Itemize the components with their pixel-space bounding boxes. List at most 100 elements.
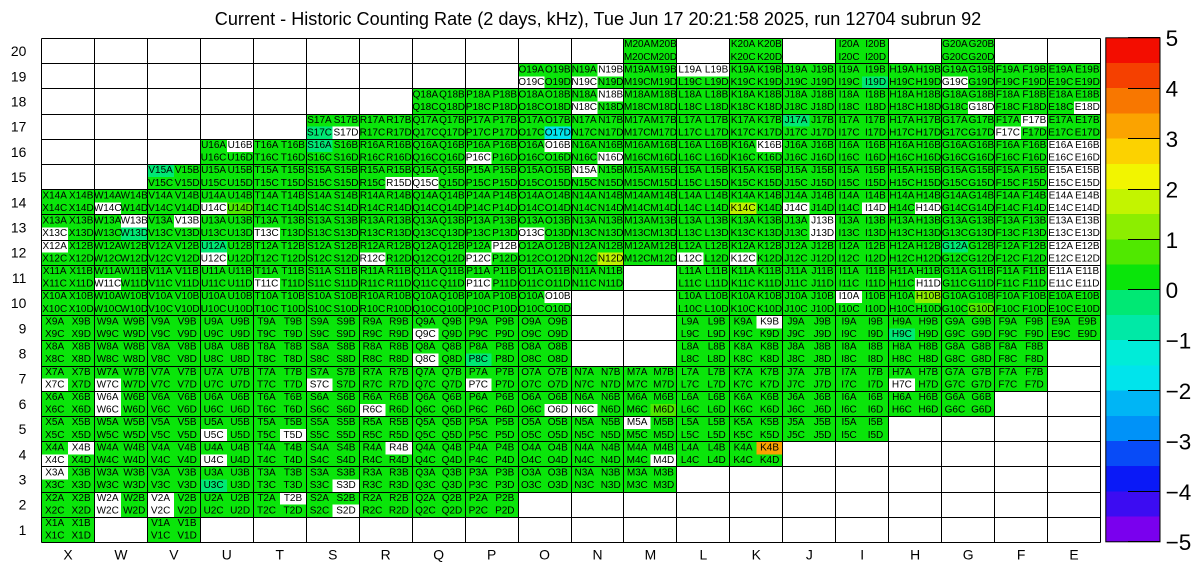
- svg-text:R15C: R15C: [360, 178, 386, 189]
- svg-text:E16C: E16C: [1048, 153, 1073, 164]
- svg-text:X8C: X8C: [45, 354, 64, 365]
- svg-text:G20A: G20A: [942, 39, 968, 50]
- svg-text:H6A: H6A: [892, 392, 912, 403]
- svg-text:P5B: P5B: [495, 417, 514, 428]
- svg-text:I16C: I16C: [838, 153, 859, 164]
- svg-text:F14B: F14B: [1022, 190, 1046, 201]
- svg-text:V3C: V3C: [151, 480, 170, 491]
- svg-text:H7B: H7B: [919, 367, 939, 378]
- svg-text:O17C: O17C: [518, 127, 544, 138]
- svg-text:M16D: M16D: [650, 153, 677, 164]
- svg-text:L7D: L7D: [707, 379, 725, 390]
- svg-text:J15D: J15D: [811, 178, 834, 189]
- svg-text:R2C: R2C: [362, 505, 382, 516]
- svg-text:O3C: O3C: [521, 480, 542, 491]
- svg-text:O12C: O12C: [518, 253, 544, 264]
- svg-text:T11C: T11C: [255, 279, 279, 290]
- svg-text:T10B: T10B: [281, 291, 305, 302]
- svg-text:K7A: K7A: [734, 367, 753, 378]
- svg-text:E14B: E14B: [1075, 190, 1100, 201]
- svg-text:T6C: T6C: [257, 405, 276, 416]
- svg-text:17: 17: [11, 119, 27, 135]
- svg-text:T2D: T2D: [284, 505, 303, 516]
- svg-text:J12B: J12B: [811, 241, 834, 252]
- svg-text:H14B: H14B: [916, 190, 941, 201]
- svg-text:U6D: U6D: [230, 405, 250, 416]
- svg-text:P4A: P4A: [469, 442, 488, 453]
- svg-text:W5B: W5B: [123, 417, 145, 428]
- svg-text:W7A: W7A: [97, 367, 119, 378]
- svg-text:L: L: [700, 546, 708, 562]
- svg-text:E13D: E13D: [1075, 228, 1100, 239]
- svg-text:F14A: F14A: [996, 190, 1020, 201]
- svg-text:U10A: U10A: [201, 291, 226, 302]
- svg-text:R9A: R9A: [363, 316, 383, 327]
- svg-text:O9B: O9B: [548, 316, 568, 327]
- svg-text:U5C: U5C: [204, 430, 224, 441]
- svg-text:I6A: I6A: [841, 392, 856, 403]
- svg-text:H6B: H6B: [919, 392, 939, 403]
- svg-text:T4C: T4C: [257, 455, 276, 466]
- svg-text:S16D: S16D: [333, 153, 358, 164]
- svg-text:G13B: G13B: [969, 216, 995, 227]
- svg-text:S14B: S14B: [334, 190, 359, 201]
- svg-text:U11C: U11C: [201, 279, 226, 290]
- svg-text:N6D: N6D: [601, 405, 621, 416]
- svg-text:F9D: F9D: [1025, 329, 1044, 340]
- svg-text:R3B: R3B: [389, 468, 409, 479]
- svg-text:X9D: X9D: [71, 329, 90, 340]
- svg-text:E10A: E10A: [1049, 291, 1074, 302]
- svg-text:S8A: S8A: [310, 342, 329, 353]
- svg-text:10: 10: [11, 295, 27, 311]
- svg-text:P7D: P7D: [495, 379, 514, 390]
- svg-text:Q13A: Q13A: [413, 216, 439, 227]
- svg-text:T10A: T10A: [255, 291, 279, 302]
- svg-text:I12D: I12D: [865, 253, 886, 264]
- svg-text:G18B: G18B: [969, 90, 995, 101]
- svg-text:L8B: L8B: [708, 342, 726, 353]
- svg-text:N14C: N14C: [571, 203, 597, 214]
- svg-text:X7A: X7A: [45, 367, 64, 378]
- svg-text:F8C: F8C: [998, 354, 1017, 365]
- svg-text:H17D: H17D: [916, 127, 942, 138]
- svg-text:G10C: G10C: [942, 304, 968, 315]
- svg-text:O8A: O8A: [521, 342, 541, 353]
- svg-text:O13D: O13D: [545, 228, 571, 239]
- svg-text:S3D: S3D: [336, 480, 355, 491]
- svg-text:T16D: T16D: [281, 153, 305, 164]
- svg-text:G20C: G20C: [942, 52, 968, 63]
- svg-text:N7D: N7D: [601, 379, 621, 390]
- svg-text:N13A: N13A: [572, 216, 597, 227]
- svg-text:P18A: P18A: [466, 90, 491, 101]
- svg-text:W14D: W14D: [120, 203, 148, 214]
- svg-text:I6C: I6C: [841, 405, 857, 416]
- svg-text:E15C: E15C: [1048, 178, 1073, 189]
- svg-text:I19D: I19D: [865, 77, 886, 88]
- svg-text:L15C: L15C: [678, 178, 702, 189]
- svg-text:P6A: P6A: [469, 392, 488, 403]
- svg-text:O13B: O13B: [545, 216, 571, 227]
- svg-text:I11C: I11C: [839, 279, 859, 290]
- svg-text:F16B: F16B: [1022, 140, 1046, 151]
- svg-text:H19C: H19C: [889, 77, 915, 88]
- svg-text:X12B: X12B: [69, 241, 94, 252]
- svg-text:M16C: M16C: [624, 153, 651, 164]
- svg-text:F18D: F18D: [1022, 102, 1046, 113]
- svg-text:K6B: K6B: [760, 392, 779, 403]
- svg-text:N12B: N12B: [598, 241, 623, 252]
- svg-text:X14B: X14B: [69, 190, 94, 201]
- svg-text:W2A: W2A: [97, 493, 119, 504]
- svg-text:M15B: M15B: [651, 165, 677, 176]
- svg-text:O18C: O18C: [518, 102, 544, 113]
- svg-text:J14A: J14A: [785, 190, 808, 201]
- svg-text:K8D: K8D: [760, 354, 779, 365]
- svg-text:R6C: R6C: [362, 405, 382, 416]
- svg-text:V2B: V2B: [178, 493, 197, 504]
- svg-text:N18D: N18D: [598, 102, 624, 113]
- svg-text:M5C: M5C: [627, 430, 648, 441]
- svg-text:Q9A: Q9A: [415, 316, 435, 327]
- svg-text:P12A: P12A: [466, 241, 491, 252]
- svg-text:L13B: L13B: [705, 216, 729, 227]
- svg-text:S2B: S2B: [337, 493, 356, 504]
- svg-text:K4D: K4D: [760, 455, 779, 466]
